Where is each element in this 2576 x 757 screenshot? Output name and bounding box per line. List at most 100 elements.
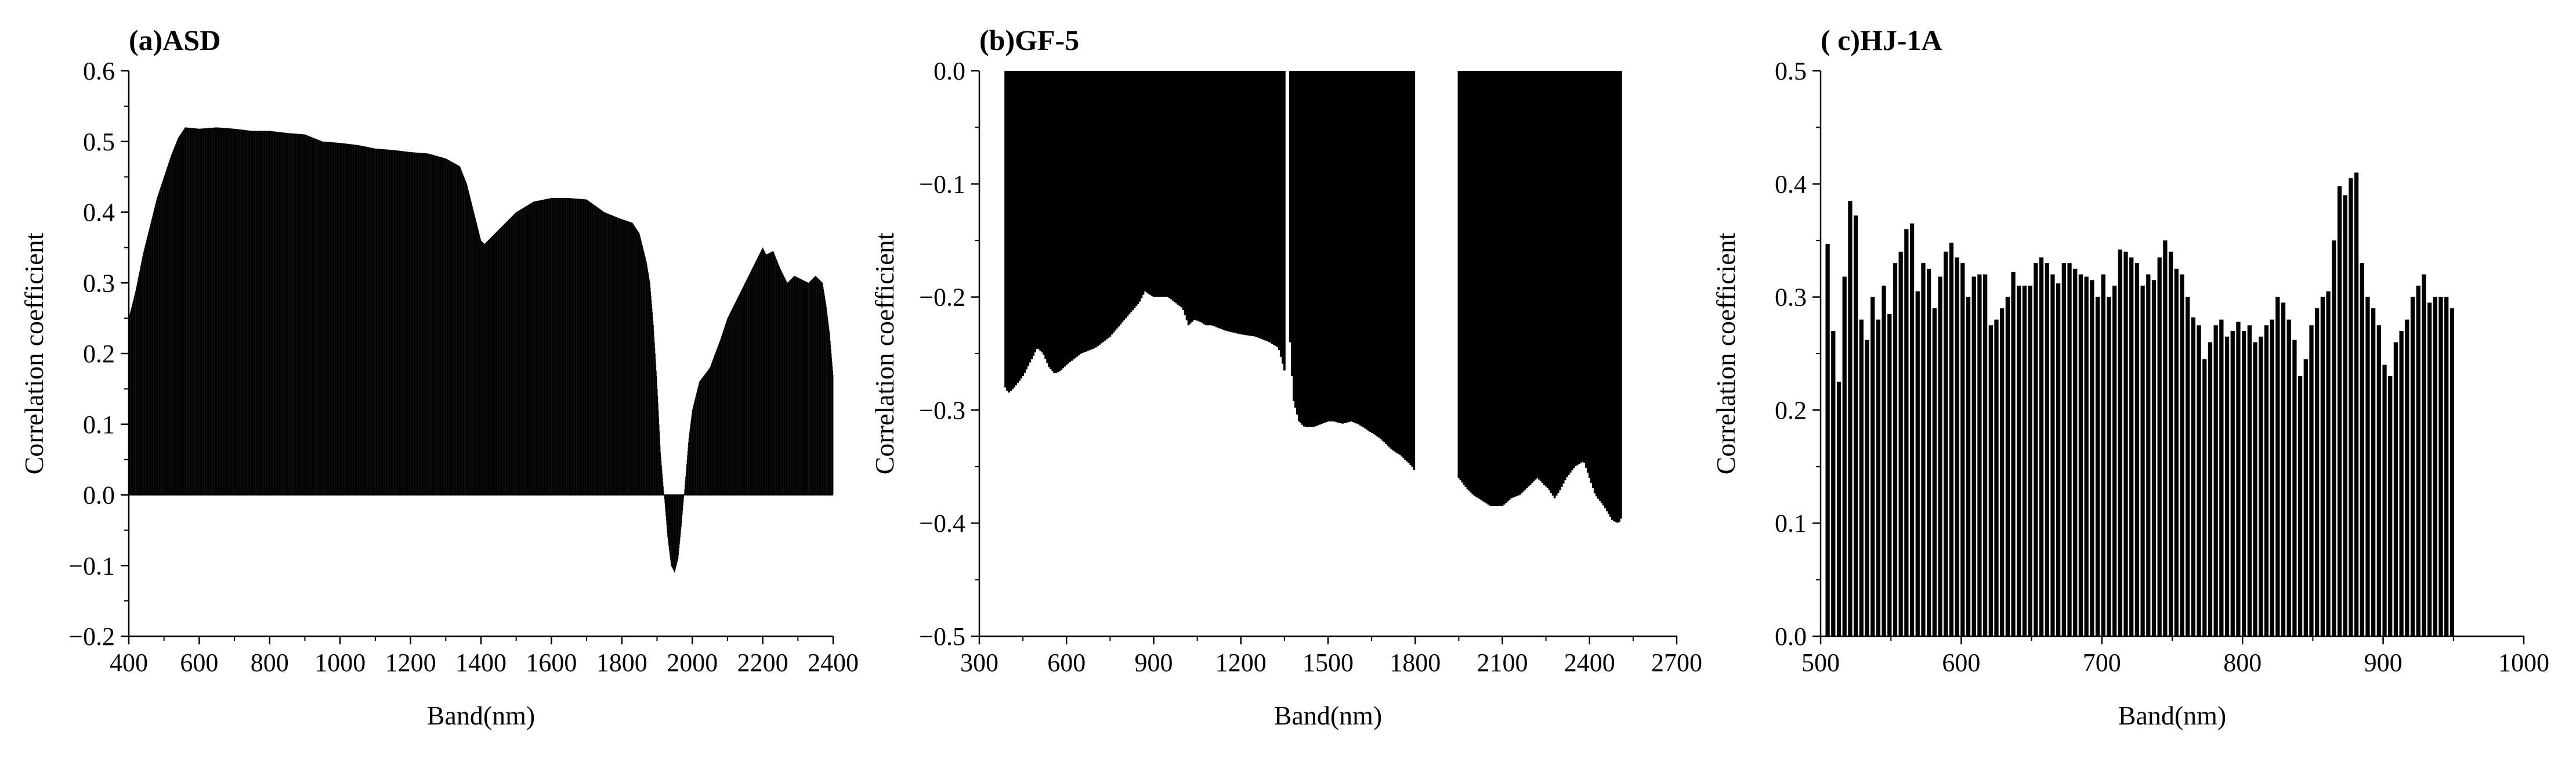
bar-0-1690 (723, 329, 725, 495)
bar-0-399 (269, 131, 270, 495)
bar-1-84 (1150, 71, 1153, 296)
bar-0-1812 (766, 254, 768, 495)
bar-0-1368 (610, 214, 611, 495)
bar-0-1124 (524, 207, 525, 495)
bar-1-183 (1327, 71, 1330, 421)
bar-0-1729 (737, 297, 738, 495)
bar-0-360 (255, 131, 256, 495)
bar-2-43 (2067, 263, 2072, 636)
bar-2-74 (2241, 331, 2246, 636)
bar-0-387 (265, 131, 266, 495)
bar-1-78 (1140, 71, 1143, 298)
bar-0-741 (389, 149, 390, 495)
bar-0-414 (274, 131, 275, 495)
bar-0-1012 (484, 243, 486, 495)
bar-0-255 (218, 127, 219, 495)
bar-0-1769 (751, 269, 752, 495)
bar-0-1629 (702, 377, 703, 495)
bar-0-1502 (657, 396, 659, 495)
bar-0-128 (173, 148, 175, 495)
bar-0-528 (314, 138, 315, 495)
bar-0-1864 (785, 278, 786, 495)
bar-0-1660 (713, 358, 714, 495)
bar-1-267 (1517, 71, 1519, 496)
bar-0-596 (338, 142, 339, 495)
bar-0-587 (335, 142, 336, 495)
bars-1 (1004, 71, 1622, 523)
bar-0-905 (447, 159, 448, 495)
bar-1-105 (1187, 71, 1190, 326)
bar-2-103 (2405, 319, 2409, 636)
bar-1-244 (1477, 71, 1479, 498)
bar-2-95 (2360, 263, 2364, 636)
bar-1-50 (1091, 71, 1094, 349)
bar-0-1411 (625, 220, 626, 495)
bar-0-30 (139, 272, 140, 495)
bar-1-117 (1208, 71, 1211, 326)
bar-1-234 (1459, 71, 1462, 481)
bar-1-17 (1034, 71, 1037, 353)
bar-0-1751 (745, 282, 746, 495)
bar-0-575 (331, 142, 332, 495)
bar-0-167 (187, 127, 188, 495)
bar-1-241 (1471, 71, 1474, 495)
bar-0-199 (198, 128, 200, 495)
bar-0-1200 (551, 198, 552, 495)
bar-1-42 (1077, 71, 1080, 356)
bar-0-1082 (509, 218, 511, 495)
bar-0-1021 (488, 240, 489, 495)
y-tick-label: −0.2 (68, 622, 115, 651)
bar-0-1499 (656, 376, 657, 495)
bar-0-251 (216, 127, 218, 495)
bar-0-1302 (587, 200, 588, 495)
bar-0-431 (280, 132, 281, 495)
bar-0-1376 (613, 215, 614, 495)
bar-0-651 (357, 145, 359, 495)
bar-2-72 (2230, 331, 2235, 636)
bar-0-278 (226, 128, 227, 495)
bar-0-901 (446, 158, 447, 495)
bar-0-502 (305, 135, 306, 495)
bar-0-753 (393, 150, 395, 495)
bar-0-1926 (806, 282, 808, 495)
bar-0-887 (441, 157, 442, 495)
bar-0-1161 (537, 200, 538, 495)
bar-0-93 (161, 184, 162, 495)
bar-0-1674 (718, 345, 719, 495)
bar-0-948 (462, 173, 463, 495)
bar-0-1359 (607, 213, 608, 495)
bar-0-721 (382, 149, 383, 495)
bar-0-879 (438, 156, 439, 495)
bars-0 (128, 127, 834, 573)
bar-0-1473 (647, 268, 648, 495)
bar-0-132 (175, 145, 176, 495)
bar-1-250 (1487, 71, 1490, 505)
bar-0-1322 (594, 205, 595, 495)
bar-0-1117 (522, 208, 523, 495)
bar-1-40 (1074, 71, 1077, 358)
bar-0-712 (379, 149, 380, 495)
bar-0-1260 (572, 198, 573, 495)
bar-0-1365 (609, 214, 610, 495)
bar-0-1675 (718, 344, 719, 495)
bar-1-309 (1590, 71, 1593, 484)
bar-2-44 (2073, 268, 2078, 636)
bar-0-1694 (725, 325, 726, 495)
bar-0-863 (432, 154, 433, 495)
bar-0-1910 (801, 279, 802, 495)
bar-0-1381 (614, 217, 616, 495)
bar-0-1970 (822, 283, 823, 495)
x-tick-label: 800 (2223, 648, 2262, 677)
bar-0-250 (216, 127, 218, 495)
bar-0-1083 (509, 218, 511, 495)
bar-0-1760 (748, 276, 749, 495)
bar-1-156 (1276, 71, 1279, 347)
y-tick-label: −0.1 (68, 551, 115, 580)
bar-0-403 (270, 131, 272, 495)
bar-1-189 (1338, 71, 1340, 423)
bar-0-395 (267, 131, 269, 495)
bar-0-1972 (823, 287, 824, 495)
bar-0-851 (428, 153, 429, 495)
bar-0-1876 (789, 280, 790, 495)
